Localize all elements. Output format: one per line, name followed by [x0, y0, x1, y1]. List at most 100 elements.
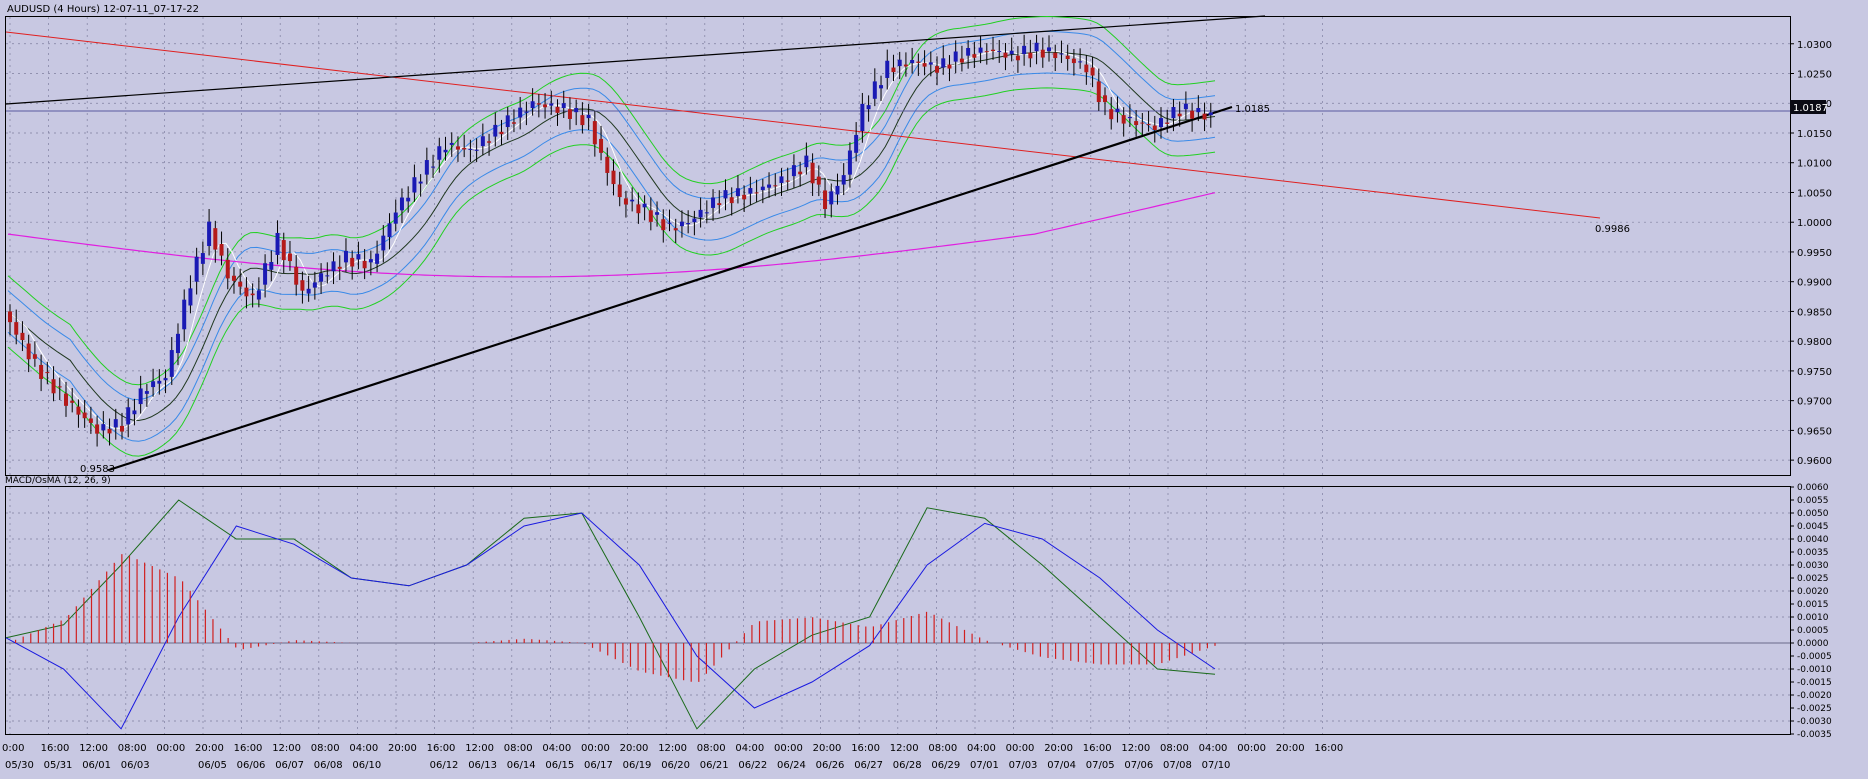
- fast-ma: [7, 50, 1216, 429]
- candle-body: [63, 393, 68, 406]
- candle-body: [978, 47, 983, 53]
- time-tick-label: 20:00: [388, 743, 417, 754]
- candle-body: [32, 354, 37, 359]
- candle-body: [144, 391, 149, 394]
- candle-body: [1121, 115, 1126, 124]
- date-tick-label: 06/05: [198, 760, 227, 771]
- candle-body: [45, 372, 50, 374]
- price-overlays: [5, 15, 1790, 472]
- candle-body: [1165, 122, 1170, 124]
- candle-body: [847, 150, 852, 175]
- date-tick-label: 07/08: [1163, 760, 1192, 771]
- time-tick-label: 16:00: [1083, 743, 1112, 754]
- candle-body: [1096, 81, 1101, 103]
- candle-body: [455, 146, 460, 150]
- candle-body: [1152, 125, 1157, 130]
- macd-tick-label: -0.0015: [1797, 678, 1832, 688]
- macd-tick-label: -0.0025: [1797, 704, 1832, 714]
- candle-body: [791, 165, 796, 177]
- candle-body: [885, 60, 890, 78]
- candle-body: [1059, 53, 1064, 55]
- grid: [6, 17, 1790, 734]
- macd-tick-label: 0.0015: [1797, 600, 1829, 610]
- candle-body: [1103, 95, 1108, 103]
- candle-body: [101, 424, 106, 431]
- candle-body: [82, 412, 87, 419]
- candle-body: [667, 222, 672, 224]
- candle-body: [953, 51, 958, 62]
- time-tick-label: 00:00: [1237, 743, 1266, 754]
- candle-body: [493, 124, 498, 137]
- macd-tick-label: 0.0000: [1797, 639, 1829, 649]
- current-price-box: [1790, 100, 1826, 114]
- candle-body: [872, 81, 877, 99]
- red-trendline: [5, 31, 1601, 219]
- date-tick-label: 06/19: [623, 760, 652, 771]
- time-tick-label: 00:00: [156, 743, 185, 754]
- candle-body: [748, 188, 753, 194]
- date-tick-label: 06/01: [82, 760, 111, 771]
- candle-body: [742, 194, 747, 200]
- candle-body: [549, 103, 554, 106]
- candle-body: [897, 59, 902, 67]
- candle-body: [399, 197, 404, 211]
- date-tick-label: 06/20: [661, 760, 690, 771]
- date-tick-label: 07/06: [1124, 760, 1153, 771]
- time-tick-label: 08:00: [504, 743, 533, 754]
- current-price-label: 1.0187: [1793, 103, 1828, 114]
- candle-body: [1040, 49, 1045, 58]
- date-tick-label: 06/26: [816, 760, 845, 771]
- candle-body: [1028, 52, 1033, 59]
- candle-body: [306, 288, 311, 294]
- time-tick-label: 0:00: [2, 743, 24, 754]
- candle-body: [200, 253, 205, 264]
- macd-tick-label: -0.0030: [1797, 717, 1832, 727]
- macd-main-line: [5, 499, 1216, 730]
- candle-body: [723, 190, 728, 199]
- candle-body: [642, 203, 647, 208]
- candle-body: [244, 287, 249, 297]
- candles: [8, 34, 1213, 447]
- price-tick-label: 0.9650: [1797, 426, 1832, 437]
- inner-upper-band: [7, 30, 1216, 401]
- candle-body: [207, 221, 212, 246]
- time-tick-label: 12:00: [465, 743, 494, 754]
- candle-body: [1140, 122, 1145, 124]
- candle-body: [1171, 107, 1176, 119]
- time-tick-label: 12:00: [272, 743, 301, 754]
- price-tick-label: 0.9850: [1797, 307, 1832, 318]
- axis-labels: 1.03001.02501.02001.01501.01001.00501.00…: [2, 40, 1832, 771]
- candle-body: [810, 162, 815, 184]
- price-tick-label: 0.9700: [1797, 397, 1832, 408]
- candle-body: [984, 51, 989, 53]
- macd-tick-label: -0.0010: [1797, 665, 1832, 675]
- lower-band: [7, 87, 1216, 457]
- time-tick-label: 16:00: [41, 743, 70, 754]
- date-tick-label: 07/10: [1202, 760, 1231, 771]
- date-tick-label: 06/15: [545, 760, 574, 771]
- candle-body: [14, 322, 19, 335]
- candle-body: [935, 66, 940, 73]
- candle-body: [916, 61, 921, 63]
- time-tick-label: 20:00: [620, 743, 649, 754]
- time-tick-label: 12:00: [79, 743, 108, 754]
- candle-body: [891, 67, 896, 73]
- candle-body: [760, 186, 765, 191]
- price-tick-label: 1.0050: [1797, 188, 1832, 199]
- candle-body: [1078, 61, 1083, 63]
- candle-body: [561, 103, 566, 109]
- candle-body: [661, 219, 666, 231]
- candle-body: [20, 332, 25, 341]
- candle-body: [991, 49, 996, 52]
- price-tick-label: 1.0250: [1797, 70, 1832, 81]
- candle-body: [437, 146, 442, 160]
- candle-body: [623, 198, 628, 205]
- candle-body: [698, 209, 703, 218]
- candle-body: [860, 103, 865, 132]
- candle-body: [1196, 108, 1201, 113]
- candle-body: [337, 266, 342, 269]
- candle-body: [966, 47, 971, 56]
- chart-title: AUDUSD (4 Hours) 12-07-11_07-17-22: [7, 4, 199, 15]
- candle-body: [119, 425, 124, 432]
- macd-tick-label: -0.0020: [1797, 691, 1832, 701]
